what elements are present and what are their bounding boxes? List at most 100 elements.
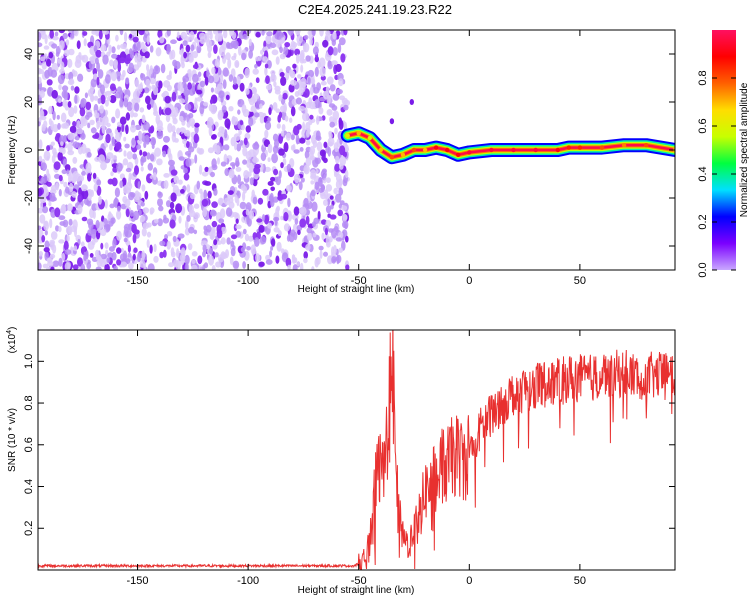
noise-blob — [271, 49, 279, 56]
tick-label: 0.4 — [697, 166, 709, 181]
noise-blob — [116, 230, 122, 241]
noise-blob — [147, 263, 155, 270]
noise-blob — [300, 177, 305, 183]
noise-blob — [188, 54, 194, 61]
noise-blob — [256, 218, 263, 223]
noise-blob — [288, 30, 294, 36]
noise-blob — [114, 187, 120, 198]
noise-blob — [262, 214, 266, 222]
noise-blob — [204, 181, 212, 186]
noise-blob — [325, 86, 330, 93]
noise-blob — [230, 240, 235, 247]
noise-blob — [323, 251, 328, 257]
noise-blob — [167, 123, 173, 133]
noise-blob — [163, 180, 169, 189]
noise-blob — [144, 30, 148, 34]
noise-blob — [112, 155, 118, 160]
noise-blob — [341, 205, 348, 211]
noise-blob — [106, 122, 111, 128]
tick-label: -40 — [23, 238, 35, 254]
noise-blob — [344, 223, 348, 230]
noise-blob — [58, 189, 62, 197]
noise-blob — [264, 129, 269, 139]
ridge-point — [422, 147, 428, 153]
noise-blob — [184, 263, 189, 270]
noise-blob — [159, 36, 165, 44]
noise-blob — [235, 157, 240, 168]
noise-blob — [211, 67, 216, 75]
noise-blob — [163, 173, 170, 178]
noise-blob — [280, 193, 288, 200]
noise-blob — [149, 207, 155, 214]
noise-blob — [210, 87, 214, 93]
noise-blob — [67, 79, 75, 86]
noise-blob — [180, 247, 186, 257]
noise-blob — [98, 195, 102, 205]
noise-blob — [153, 255, 159, 263]
noise-blob — [244, 233, 250, 242]
noise-blob — [71, 191, 77, 198]
noise-blob — [310, 180, 315, 185]
noise-blob — [100, 44, 107, 52]
noise-blob — [164, 107, 172, 116]
noise-blob — [73, 30, 79, 37]
ridge-point — [511, 147, 516, 153]
noise-blob — [146, 231, 152, 238]
noise-blob — [185, 157, 192, 167]
noise-blob — [67, 101, 72, 108]
noise-blob — [137, 252, 141, 263]
noise-blob — [162, 249, 167, 258]
noise-blob — [314, 66, 319, 77]
noise-blob — [44, 240, 50, 250]
ridge-point — [599, 145, 605, 150]
noise-blob — [210, 171, 215, 178]
noise-blob — [306, 227, 312, 234]
noise-blob — [329, 116, 334, 123]
noise-blob — [303, 251, 309, 259]
noise-blob — [141, 114, 146, 124]
noise-blob — [326, 76, 334, 85]
noise-blob — [113, 265, 118, 270]
noise-blob — [264, 63, 269, 69]
noise-blob — [279, 72, 285, 77]
noise-blob — [321, 232, 325, 241]
noise-blob — [78, 123, 84, 129]
noise-blob — [224, 168, 230, 177]
noise-blob — [55, 225, 60, 232]
noise-blob — [84, 92, 88, 99]
noise-blob — [116, 205, 121, 212]
noise-blob — [38, 121, 41, 127]
noise-blob — [38, 155, 43, 162]
ridge-point — [400, 152, 406, 157]
ridge-band — [346, 131, 675, 159]
noise-blob — [182, 138, 188, 145]
noise-blob — [231, 55, 237, 61]
noise-blob — [278, 94, 283, 102]
noise-blob — [109, 143, 113, 151]
noise-blob — [225, 249, 229, 259]
noise-blob — [315, 135, 322, 141]
noise-blob — [124, 48, 129, 55]
noise-blob — [191, 264, 198, 270]
noise-blob — [299, 137, 306, 144]
noise-blob — [102, 30, 110, 35]
ridge-point — [577, 145, 583, 150]
noise-blob — [305, 121, 311, 132]
noise-blob — [207, 117, 213, 122]
noise-blob — [327, 147, 332, 157]
noise-blob — [153, 243, 157, 253]
ridge-point — [367, 135, 372, 141]
noise-blob — [164, 234, 169, 240]
noise-blob — [140, 201, 145, 207]
noise-blob — [59, 221, 66, 226]
noise-blob — [38, 225, 42, 231]
noise-blob — [185, 44, 191, 53]
noise-blob — [288, 83, 295, 93]
noise-blob — [93, 73, 98, 80]
noise-blob — [77, 73, 84, 83]
spectrogram-panel: -150 -100 -50 0 50 -40 -20 0 20 40 Height of str… — [7, 29, 676, 295]
noise-blob — [108, 44, 112, 54]
noise-blob — [326, 109, 333, 116]
noise-blob — [178, 179, 183, 185]
signal-ridge — [340, 126, 675, 165]
